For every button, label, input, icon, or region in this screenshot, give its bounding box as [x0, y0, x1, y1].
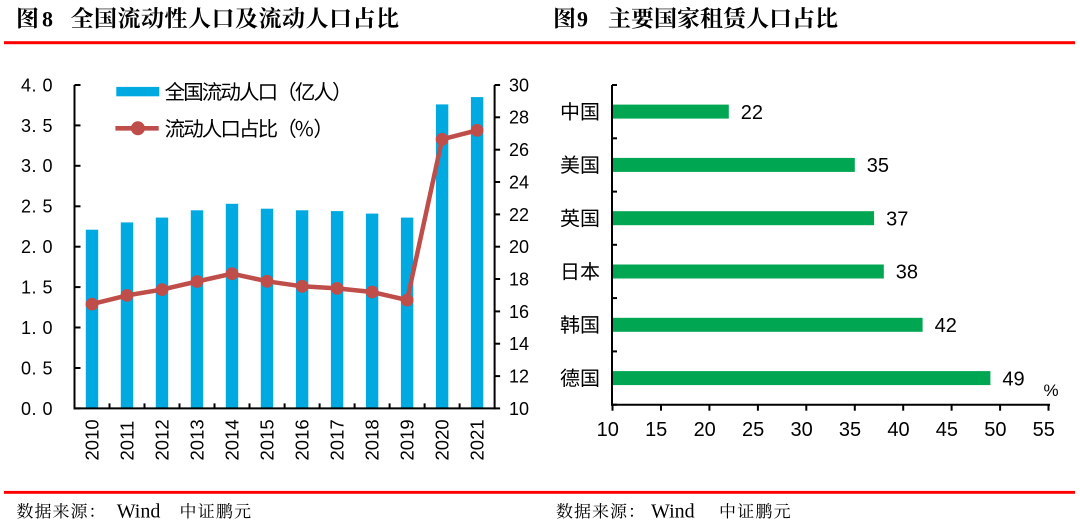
svg-text:22: 22 — [741, 102, 763, 124]
svg-text:25: 25 — [742, 419, 764, 441]
svg-text:2019: 2019 — [397, 419, 418, 460]
svg-text:0. 5: 0. 5 — [21, 358, 53, 378]
svg-text:2014: 2014 — [222, 419, 243, 460]
svg-text:2. 5: 2. 5 — [21, 197, 53, 217]
svg-text:2021: 2021 — [467, 419, 488, 460]
svg-text:2015: 2015 — [257, 419, 278, 460]
svg-text:42: 42 — [935, 315, 957, 337]
svg-text:2018: 2018 — [362, 419, 383, 460]
svg-text:2013: 2013 — [187, 419, 208, 460]
svg-text:30: 30 — [509, 75, 529, 95]
svg-text:10: 10 — [597, 419, 619, 441]
svg-text:35: 35 — [867, 155, 889, 177]
svg-text:Wind: Wind — [117, 500, 161, 522]
svg-text:2011: 2011 — [117, 421, 138, 461]
svg-text:49: 49 — [1002, 368, 1024, 390]
svg-text:16: 16 — [509, 302, 529, 322]
svg-text:2020: 2020 — [432, 419, 453, 460]
svg-text:45: 45 — [936, 419, 958, 441]
svg-text:2012: 2012 — [152, 419, 173, 460]
svg-text:3. 0: 3. 0 — [21, 156, 53, 176]
svg-text:22: 22 — [509, 205, 529, 225]
svg-text:2017: 2017 — [327, 419, 348, 460]
svg-text:8: 8 — [42, 7, 53, 32]
svg-text:55: 55 — [1033, 419, 1055, 441]
svg-text:Wind: Wind — [651, 500, 695, 522]
svg-text:30: 30 — [790, 419, 812, 441]
svg-text:2010: 2010 — [82, 419, 103, 460]
svg-text:35: 35 — [839, 419, 861, 441]
svg-text:24: 24 — [509, 172, 529, 192]
svg-text:15: 15 — [645, 419, 667, 441]
svg-text:14: 14 — [509, 334, 529, 354]
svg-text:4. 0: 4. 0 — [21, 75, 53, 95]
svg-text:9: 9 — [577, 7, 588, 32]
svg-text:40: 40 — [887, 419, 909, 441]
svg-text:1. 5: 1. 5 — [21, 278, 53, 298]
svg-text:50: 50 — [984, 419, 1006, 441]
svg-text:20: 20 — [694, 419, 716, 441]
svg-text:0. 0: 0. 0 — [21, 399, 53, 419]
svg-text:1. 0: 1. 0 — [21, 318, 53, 338]
svg-text:37: 37 — [886, 208, 908, 230]
svg-text:%: % — [1043, 381, 1058, 400]
svg-text:26: 26 — [509, 140, 529, 160]
svg-text:2016: 2016 — [292, 419, 313, 460]
svg-text:12: 12 — [509, 367, 529, 387]
svg-text:2. 0: 2. 0 — [21, 237, 53, 257]
svg-text:10: 10 — [509, 399, 529, 419]
svg-text:38: 38 — [896, 262, 918, 284]
svg-text:28: 28 — [509, 108, 529, 128]
svg-text:20: 20 — [509, 237, 529, 257]
svg-text:3. 5: 3. 5 — [21, 116, 53, 136]
svg-text:18: 18 — [509, 269, 529, 289]
